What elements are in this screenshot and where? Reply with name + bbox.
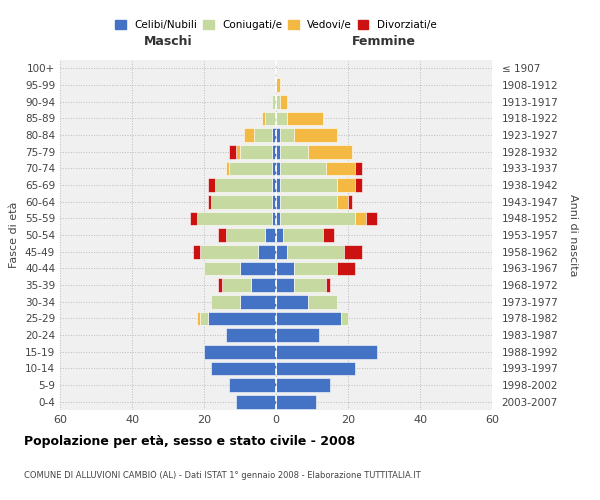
Bar xyxy=(272,195,276,208)
Bar xyxy=(308,145,352,158)
Bar xyxy=(276,262,294,275)
Bar xyxy=(272,212,276,225)
Bar xyxy=(355,162,362,175)
Bar xyxy=(204,345,276,358)
Bar xyxy=(355,212,366,225)
Bar xyxy=(222,278,251,292)
Bar xyxy=(326,278,330,292)
Bar xyxy=(211,362,276,375)
Bar xyxy=(337,262,355,275)
Bar xyxy=(280,95,287,108)
Y-axis label: Anni di nascita: Anni di nascita xyxy=(568,194,578,276)
Bar xyxy=(280,195,337,208)
Text: Popolazione per età, sesso e stato civile - 2008: Popolazione per età, sesso e stato civil… xyxy=(24,435,355,448)
Bar xyxy=(272,145,276,158)
Bar xyxy=(276,162,280,175)
Bar xyxy=(276,245,287,258)
Y-axis label: Fasce di età: Fasce di età xyxy=(10,202,19,268)
Bar xyxy=(294,262,337,275)
Bar xyxy=(276,345,377,358)
Bar xyxy=(323,228,334,242)
Bar xyxy=(348,195,352,208)
Bar xyxy=(272,128,276,142)
Bar xyxy=(366,212,377,225)
Bar xyxy=(244,128,254,142)
Bar xyxy=(337,178,355,192)
Bar xyxy=(287,245,344,258)
Bar xyxy=(193,245,200,258)
Bar xyxy=(276,112,287,125)
Bar xyxy=(308,295,337,308)
Bar xyxy=(251,278,276,292)
Bar xyxy=(258,245,276,258)
Bar xyxy=(197,312,200,325)
Bar xyxy=(276,178,280,192)
Text: COMUNE DI ALLUVIONI CAMBIÒ (AL) - Dati ISTAT 1° gennaio 2008 - Elaborazione TUT: COMUNE DI ALLUVIONI CAMBIÒ (AL) - Dati … xyxy=(24,470,421,480)
Bar xyxy=(341,312,348,325)
Bar xyxy=(204,262,240,275)
Bar xyxy=(226,162,229,175)
Bar xyxy=(280,145,308,158)
Bar xyxy=(276,328,319,342)
Bar xyxy=(200,312,208,325)
Bar xyxy=(208,312,276,325)
Bar xyxy=(276,228,283,242)
Bar xyxy=(294,278,326,292)
Bar xyxy=(229,378,276,392)
Bar xyxy=(218,228,226,242)
Bar xyxy=(344,245,362,258)
Bar xyxy=(226,328,276,342)
Bar xyxy=(276,378,330,392)
Bar xyxy=(240,262,276,275)
Bar xyxy=(211,295,240,308)
Bar xyxy=(200,245,258,258)
Bar xyxy=(208,195,211,208)
Bar xyxy=(272,178,276,192)
Bar xyxy=(276,95,280,108)
Bar xyxy=(276,145,280,158)
Bar xyxy=(236,395,276,408)
Bar xyxy=(240,145,272,158)
Bar xyxy=(276,128,280,142)
Bar xyxy=(229,145,236,158)
Bar xyxy=(226,228,265,242)
Bar xyxy=(280,128,294,142)
Text: Maschi: Maschi xyxy=(143,36,193,49)
Bar xyxy=(272,95,276,108)
Legend: Celibi/Nubili, Coniugati/e, Vedovi/e, Divorziati/e: Celibi/Nubili, Coniugati/e, Vedovi/e, Di… xyxy=(111,16,441,34)
Bar xyxy=(254,128,272,142)
Bar xyxy=(208,178,215,192)
Bar xyxy=(326,162,355,175)
Text: Femmine: Femmine xyxy=(352,36,416,49)
Bar xyxy=(276,78,280,92)
Bar xyxy=(262,112,265,125)
Bar xyxy=(276,395,316,408)
Bar xyxy=(355,178,362,192)
Bar xyxy=(276,295,308,308)
Bar xyxy=(280,212,355,225)
Bar xyxy=(337,195,348,208)
Bar xyxy=(287,112,323,125)
Bar xyxy=(240,295,276,308)
Bar xyxy=(276,212,280,225)
Bar xyxy=(276,362,355,375)
Bar xyxy=(276,312,341,325)
Bar xyxy=(265,228,276,242)
Bar xyxy=(215,178,272,192)
Bar xyxy=(294,128,337,142)
Bar xyxy=(276,195,280,208)
Bar xyxy=(197,212,272,225)
Bar xyxy=(276,278,294,292)
Bar xyxy=(229,162,272,175)
Bar xyxy=(236,145,240,158)
Bar xyxy=(280,178,337,192)
Bar xyxy=(280,162,326,175)
Bar xyxy=(272,162,276,175)
Bar xyxy=(190,212,197,225)
Bar xyxy=(218,278,222,292)
Bar xyxy=(265,112,276,125)
Bar xyxy=(283,228,323,242)
Bar xyxy=(211,195,272,208)
